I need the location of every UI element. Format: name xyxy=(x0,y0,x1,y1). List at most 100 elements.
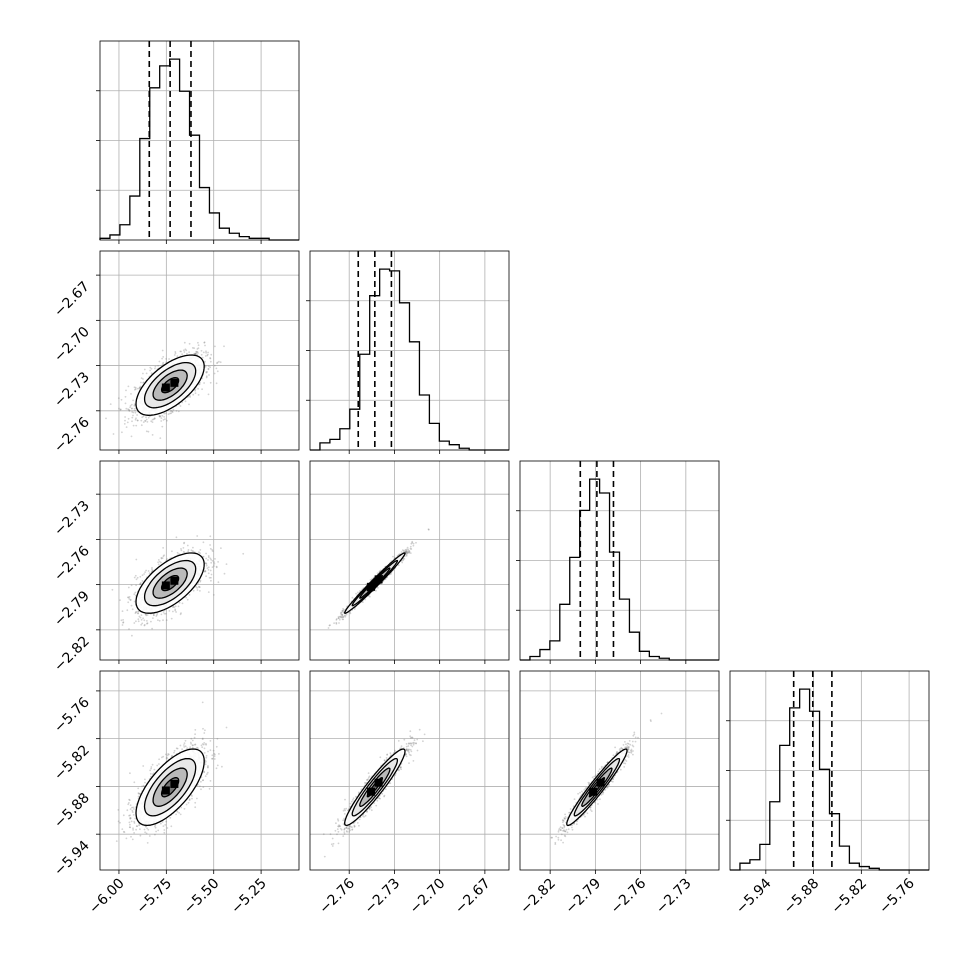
scatter-point xyxy=(140,377,143,379)
scatter-point xyxy=(129,406,132,409)
histogram-step xyxy=(520,478,719,661)
scatter-point xyxy=(187,549,190,551)
scatter-point xyxy=(204,344,206,347)
scatter-point xyxy=(341,616,344,619)
histogram-panel-2 xyxy=(516,460,720,664)
scatter-point xyxy=(209,360,212,363)
scatter-point xyxy=(207,365,210,368)
scatter-point xyxy=(197,394,200,396)
scatter-point xyxy=(205,563,208,565)
scatter-point xyxy=(210,558,213,561)
scatter-point xyxy=(341,610,344,612)
scatter-point xyxy=(204,570,206,573)
scatter-point xyxy=(119,408,122,411)
scatter-point xyxy=(207,591,210,593)
scatter-point xyxy=(120,619,123,622)
scatter-point xyxy=(207,569,210,571)
scatter-point xyxy=(123,423,126,425)
scatter-point xyxy=(144,419,147,422)
scatter-point xyxy=(179,350,182,353)
scatter-point xyxy=(337,615,340,618)
scatter-point xyxy=(206,354,209,357)
scatter-point xyxy=(153,614,155,617)
scatter-point xyxy=(192,589,195,592)
scatter-point xyxy=(161,425,164,428)
scatter-point xyxy=(160,420,163,422)
scatter-point xyxy=(404,550,407,552)
scatter-point xyxy=(215,565,218,568)
scatter-point xyxy=(204,364,207,367)
scatter-point xyxy=(216,370,219,373)
scatter-point xyxy=(197,585,200,588)
scatter-point xyxy=(194,352,197,355)
scatter-point xyxy=(128,596,131,598)
scatter-point xyxy=(199,590,201,592)
scatter-point xyxy=(359,590,361,592)
scatter-point xyxy=(357,591,359,594)
scatter-point xyxy=(136,387,139,390)
scatter-point xyxy=(160,417,163,419)
scatter-point xyxy=(173,606,176,609)
scatter-point xyxy=(193,352,196,355)
scatter-point xyxy=(125,407,128,410)
scatter-point xyxy=(180,612,182,614)
scatter-point xyxy=(173,354,176,356)
scatter-point xyxy=(132,414,134,417)
scatter-point xyxy=(183,351,186,353)
scatter-point xyxy=(225,563,228,565)
scatter-point xyxy=(144,613,147,616)
scatter-point xyxy=(342,609,345,611)
panel-content xyxy=(327,528,430,629)
scatter-point xyxy=(171,550,173,553)
scatter-point xyxy=(338,622,340,624)
scatter-point xyxy=(212,594,215,596)
scatter-point xyxy=(198,551,200,553)
scatter-point xyxy=(127,586,130,589)
scatter-point xyxy=(202,541,205,544)
scatter-point xyxy=(145,418,148,421)
scatter-point xyxy=(207,566,210,569)
scatter-point xyxy=(200,349,203,352)
scatter-point xyxy=(160,613,163,616)
scatter-point xyxy=(205,371,208,373)
scatter-point xyxy=(405,550,408,552)
scatter-point xyxy=(135,611,137,614)
scatter-point xyxy=(111,588,114,591)
scatter-point xyxy=(124,416,126,418)
scatter-point xyxy=(134,411,137,414)
scatter-point xyxy=(124,419,126,422)
scatter-point xyxy=(194,388,197,391)
scatter-point xyxy=(196,535,199,537)
scatter-point xyxy=(134,612,137,614)
scatter-point xyxy=(195,352,197,355)
scatter-point xyxy=(337,617,340,620)
scatter-point xyxy=(405,555,408,557)
scatter-point xyxy=(165,619,168,621)
scatter-point xyxy=(159,416,161,418)
scatter-point xyxy=(176,355,179,358)
scatter-point xyxy=(174,605,177,608)
scatter-point xyxy=(151,566,153,569)
scatter-point xyxy=(150,620,152,623)
scatter-point xyxy=(196,587,199,589)
scatter-point xyxy=(133,576,136,579)
scatter-point xyxy=(146,620,148,622)
scatter-point xyxy=(181,401,184,404)
scatter-point xyxy=(137,618,140,621)
scatter-point xyxy=(199,580,202,583)
histogram-panel-1 xyxy=(306,250,510,454)
scatter-point xyxy=(131,416,134,419)
scatter-point xyxy=(199,579,202,582)
scatter-point xyxy=(219,361,222,364)
scatter-point xyxy=(411,541,414,544)
scatter-point xyxy=(197,347,200,349)
contour-line xyxy=(143,559,197,607)
scatter-point xyxy=(179,405,182,407)
scatter-point xyxy=(136,414,139,416)
panel-content xyxy=(105,341,225,439)
scatter-point xyxy=(338,617,340,620)
scatter-point xyxy=(127,417,130,420)
scatter-point xyxy=(365,583,368,586)
scatter-point xyxy=(218,360,220,363)
scatter-point xyxy=(168,358,171,360)
